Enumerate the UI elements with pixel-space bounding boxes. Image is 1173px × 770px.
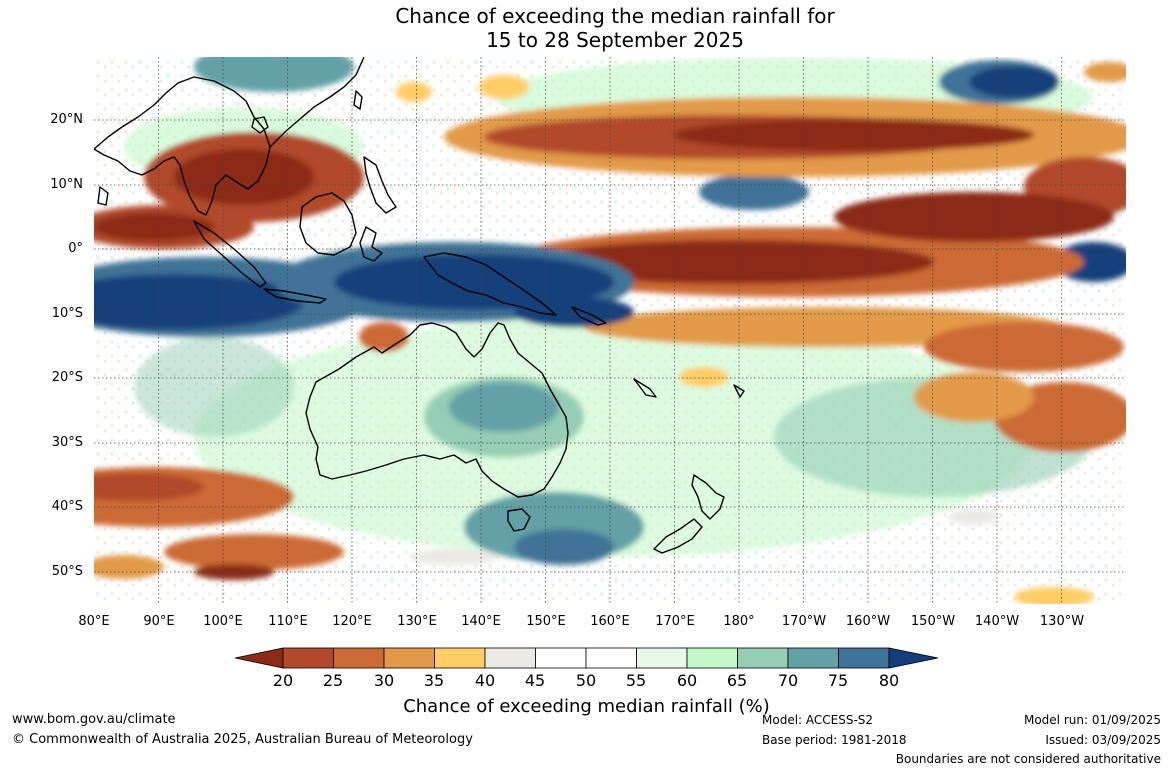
tasmania-coastline: [507, 508, 531, 532]
colorbar-cell: [535, 647, 587, 669]
colorbar-tick-35: 35: [423, 671, 445, 690]
new-zealand-north-coastline: [691, 474, 725, 520]
borneo-coastline: [299, 192, 357, 256]
copyright-text: © Commonwealth of Australia 2025, Austra…: [12, 732, 473, 747]
title-line-2: 15 to 28 September 2025: [486, 28, 744, 52]
lon-label-160w: 160°W: [845, 614, 891, 629]
model-text: Model: ACCESS-S2: [762, 713, 874, 727]
title-line-1: Chance of exceeding the median rainfall …: [395, 4, 835, 28]
lon-label-130w: 130°W: [1039, 614, 1085, 629]
colorbar-tick-65: 65: [726, 671, 748, 690]
lon-label-80e: 80°E: [78, 614, 110, 629]
lon-label-140e: 140°E: [461, 614, 501, 629]
colorbar-cell: [636, 647, 688, 669]
colorbar-tick-45: 45: [524, 671, 546, 690]
colorbar-cell: [333, 647, 385, 669]
lon-label-180: 180°: [723, 614, 755, 629]
colorbar-cell: [838, 647, 890, 669]
website-link[interactable]: www.bom.gov.au/climate: [12, 712, 176, 727]
lon-label-150e: 150°E: [526, 614, 566, 629]
se-asia-coastline: [94, 76, 271, 216]
colorbar-cell: [383, 647, 435, 669]
sumatra-coastline: [193, 220, 267, 288]
lat-label-30s: 30°S: [51, 435, 83, 450]
lat-label-0: 0°: [68, 241, 83, 256]
colorbar-extend-high: [888, 647, 939, 669]
colorbar-cell: [434, 647, 486, 669]
colorbar-tick-50: 50: [575, 671, 597, 690]
lat-label-10n: 10°N: [50, 177, 83, 192]
colorbar-tick-60: 60: [676, 671, 698, 690]
colorbar-tick-20: 20: [272, 671, 294, 690]
lat-label-40s: 40°S: [51, 499, 83, 514]
lon-label-120e: 120°E: [332, 614, 372, 629]
issued-text: Issued: 03/09/2025: [1045, 733, 1161, 747]
colorbar-cell: [282, 647, 334, 669]
colorbar-tick-25: 25: [322, 671, 344, 690]
fiji-coastline: [733, 384, 745, 398]
map-canvas: [94, 57, 1126, 604]
colorbar-cell: [787, 647, 839, 669]
colorbar-tick-75: 75: [827, 671, 849, 690]
probability-field: [94, 57, 1126, 604]
new-guinea-coastline: [423, 252, 557, 316]
sri-lanka-coastline: [97, 186, 109, 206]
lat-label-20s: 20°S: [51, 370, 83, 385]
lon-label-160e: 160°E: [590, 614, 630, 629]
lon-label-140w: 140°W: [974, 614, 1020, 629]
philippines-coastline: [363, 156, 397, 214]
graticule: [94, 57, 1126, 604]
colorbar-cell: [737, 647, 789, 669]
lat-label-20n: 20°N: [50, 112, 83, 127]
colorbar-tick-30: 30: [373, 671, 395, 690]
colorbar-title: Chance of exceeding median rainfall (%): [403, 696, 770, 717]
colorbar-tick-40: 40: [474, 671, 496, 690]
taiwan-coastline: [353, 90, 363, 110]
hainan-coastline: [251, 116, 269, 134]
java-coastline: [263, 288, 327, 304]
lat-label-10s: 10°S: [51, 306, 83, 321]
new-zealand-south-coastline: [653, 518, 703, 554]
china-coastline: [269, 57, 365, 148]
colorbar-cell: [585, 647, 637, 669]
solomon-islands-coastline: [571, 306, 607, 326]
lon-label-130e: 130°E: [397, 614, 437, 629]
colorbar-tick-70: 70: [777, 671, 799, 690]
lon-label-100e: 100°E: [203, 614, 243, 629]
new-caledonia-coastline: [633, 378, 657, 398]
colorbar-tick-80: 80: [878, 671, 900, 690]
lat-label-50s: 50°S: [51, 564, 83, 579]
coastlines: [94, 57, 745, 554]
colorbar-cell: [484, 647, 536, 669]
colorbar-cell: [686, 647, 738, 669]
lon-label-150w: 150°W: [910, 614, 956, 629]
lon-label-170w: 170°W: [781, 614, 827, 629]
lon-label-90e: 90°E: [143, 614, 175, 629]
disclaimer-text: Boundaries are not considered authoritat…: [895, 752, 1161, 766]
map-title: Chance of exceeding the median rainfall …: [0, 4, 1173, 52]
colorbar-tick-55: 55: [625, 671, 647, 690]
rainfall-map: [94, 57, 1126, 604]
australia-coastline: [305, 322, 569, 498]
sulawesi-coastline: [359, 226, 383, 262]
base-period-text: Base period: 1981-2018: [762, 733, 907, 747]
lon-label-170e: 170°E: [655, 614, 695, 629]
model-run-text: Model run: 01/09/2025: [1023, 713, 1161, 727]
colorbar: [234, 647, 939, 669]
colorbar-extend-low: [234, 647, 284, 669]
lon-label-110e: 110°E: [268, 614, 308, 629]
